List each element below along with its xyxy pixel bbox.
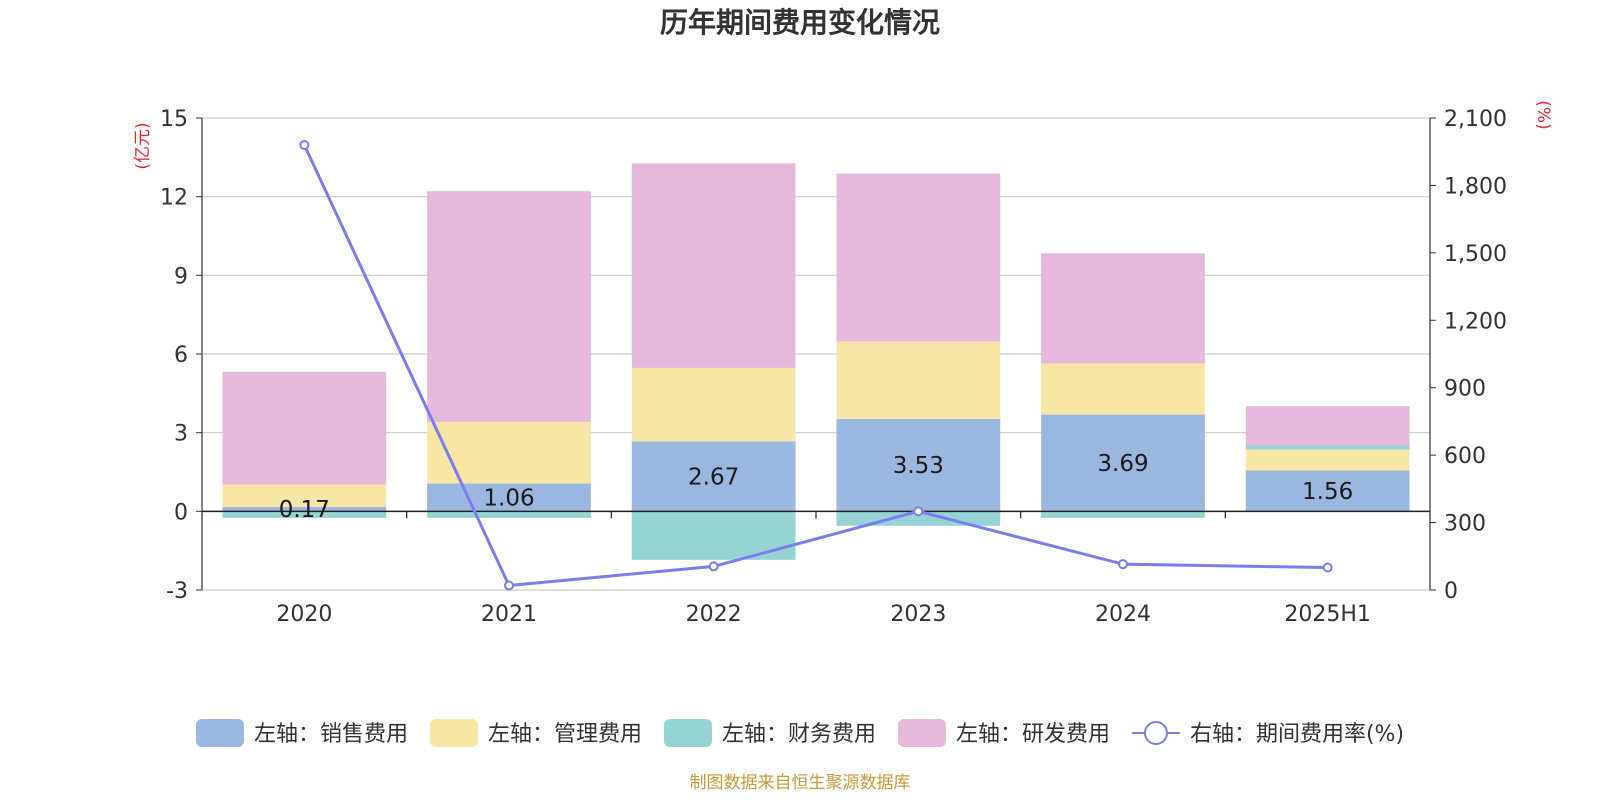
expense-rate-line	[299, 139, 1333, 591]
bar-data-label: 1.06	[483, 485, 534, 511]
bar-segment	[1041, 511, 1205, 518]
bar-data-label: 0.17	[279, 497, 330, 523]
legend-line-marker	[1143, 721, 1168, 745]
right-tick-label: 0	[1444, 579, 1458, 604]
line-point	[708, 561, 719, 572]
left-tick-label: 12	[160, 186, 188, 211]
bar-segment	[1245, 406, 1410, 446]
bar-segment	[427, 511, 591, 518]
right-tick-label: 300	[1444, 512, 1486, 537]
bar-segment	[222, 511, 387, 518]
bar-data-label: 3.69	[1097, 451, 1148, 477]
bar-segment	[222, 371, 387, 485]
gridlines	[202, 117, 1430, 591]
bar-data-label: 1.56	[1302, 479, 1353, 505]
x-tick-label: 2024	[1095, 602, 1151, 627]
bar-segment	[631, 367, 796, 442]
bar-segment	[1041, 414, 1205, 512]
bar-segment	[631, 163, 796, 368]
left-tick-label: 15	[160, 107, 188, 132]
legend-item: 左轴：研发费用	[897, 719, 1110, 747]
line-path	[302, 144, 1328, 588]
bar-segment	[836, 418, 1001, 512]
legend: 左轴：销售费用 左轴：管理费用 左轴：财务费用 左轴：研发费用 右轴：期间费用率(%)	[195, 719, 1404, 747]
right-tick-label: 1,200	[1444, 309, 1507, 334]
chart-title: 历年期间费用变化情况	[660, 6, 940, 39]
x-tick-label: 2025H1	[1284, 602, 1371, 627]
left-tick-label: -3	[166, 579, 188, 604]
legend-label: 左轴：财务费用	[722, 722, 876, 747]
right-tick-label: 900	[1444, 377, 1486, 402]
data-labels: 0.17 1.06 2.67 3.53 3.69 1.56	[279, 451, 1354, 523]
bar-segment	[1041, 363, 1205, 415]
source-note: 制图数据来自恒生聚源数据库	[690, 773, 911, 793]
line-point	[1322, 562, 1333, 573]
bar-segment	[631, 511, 796, 560]
legend-item: 左轴：财务费用	[663, 719, 876, 747]
bar-segment	[222, 506, 387, 512]
line-point	[504, 580, 514, 591]
legend-swatch	[429, 719, 478, 747]
left-tick-label: 3	[174, 422, 188, 447]
bar-segment	[1041, 253, 1205, 364]
legend-swatch	[663, 719, 712, 747]
line-point	[299, 139, 310, 150]
left-tick-label: 9	[174, 264, 188, 289]
left-tick-label: 6	[174, 343, 188, 368]
right-tick-label: 2,100	[1444, 107, 1507, 132]
right-tick-label: 1,800	[1444, 174, 1507, 199]
left-tick-label: 0	[174, 500, 188, 525]
legend-item: 左轴：管理费用	[429, 719, 642, 747]
bar-segment	[427, 421, 591, 484]
bar-segment	[427, 483, 591, 512]
legend-item: 左轴：销售费用	[195, 719, 408, 747]
bar-segment	[222, 484, 387, 507]
x-tick-label: 2023	[890, 602, 946, 627]
bars	[222, 163, 1410, 560]
legend-label: 左轴：销售费用	[254, 722, 408, 747]
axes: -3 0 3 6 9 12 15 0 300 600 900 1,200 1,500 1,800 2,100…	[160, 107, 1507, 627]
bar-segment	[631, 441, 796, 512]
line-point	[1118, 559, 1128, 570]
x-tick-label: 2021	[481, 602, 537, 627]
bar-data-label: 3.53	[893, 453, 944, 479]
legend-label: 左轴：管理费用	[488, 722, 642, 747]
x-tick-label: 2022	[686, 602, 742, 627]
left-axis-unit: (亿元)	[133, 122, 153, 169]
bar-segment	[427, 191, 591, 422]
legend-swatch	[897, 719, 946, 747]
line-point	[913, 506, 924, 517]
bar-segment	[836, 341, 1001, 419]
bar-segment	[1245, 445, 1410, 450]
right-axis-unit: (%)	[1533, 100, 1553, 129]
bar-segment	[1245, 470, 1410, 512]
legend-item: 右轴：期间费用率(%)	[1131, 721, 1404, 747]
bar-segment	[1245, 449, 1410, 471]
right-tick-label: 600	[1444, 444, 1486, 469]
right-tick-label: 1,500	[1444, 242, 1507, 267]
x-tick-label: 2020	[276, 602, 332, 627]
legend-label: 右轴：期间费用率(%)	[1190, 722, 1404, 747]
bar-data-label: 2.67	[688, 464, 739, 490]
bar-segment	[836, 173, 1001, 342]
legend-swatch	[195, 719, 244, 747]
legend-label: 左轴：研发费用	[956, 722, 1110, 747]
